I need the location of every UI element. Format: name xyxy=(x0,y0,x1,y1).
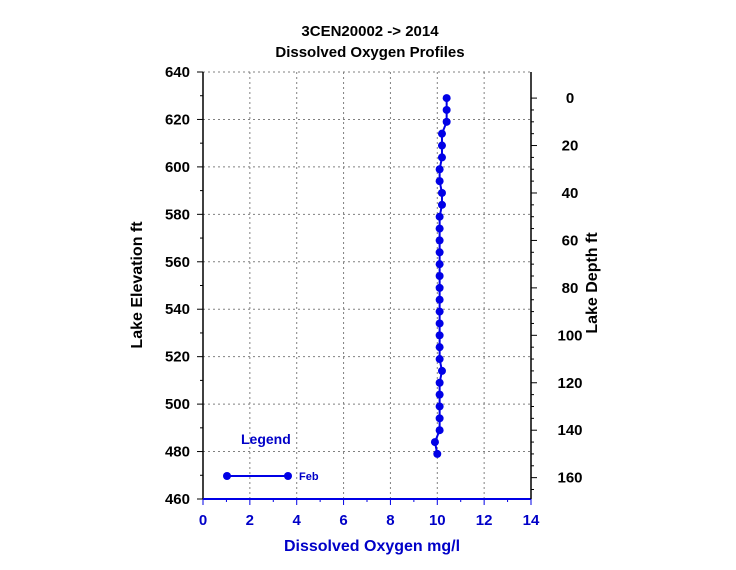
chart-title-line1: 3CEN20002 -> 2014 xyxy=(301,23,439,40)
y-tick-label: 560 xyxy=(165,254,190,271)
y2-axis-ticks: 0 20 40 60 80 100 120 140 160 xyxy=(531,90,583,491)
y2-tick-label: 80 xyxy=(562,280,579,297)
legend-marker-end xyxy=(284,472,292,480)
y2-axis-title: Lake Depth ft xyxy=(584,232,601,334)
y-axis-ticks: 460 480 500 520 540 560 580 600 620 640 xyxy=(165,64,203,508)
x-tick-label: 12 xyxy=(476,512,493,529)
data-point xyxy=(435,272,444,281)
y-tick-label: 480 xyxy=(165,444,190,461)
y2-tick-label: 100 xyxy=(557,327,582,344)
y-tick-label: 600 xyxy=(165,159,190,176)
y-tick-label: 620 xyxy=(165,111,190,128)
data-point xyxy=(433,449,442,458)
data-point xyxy=(437,366,446,375)
data-point xyxy=(437,129,446,138)
data-point xyxy=(435,331,444,340)
y2-tick-label: 0 xyxy=(566,90,574,107)
x-tick-label: 4 xyxy=(293,512,302,529)
y2-tick-label: 40 xyxy=(562,185,579,202)
data-point xyxy=(435,283,444,292)
data-point xyxy=(435,177,444,186)
data-point xyxy=(435,212,444,221)
x-tick-label: 6 xyxy=(339,512,347,529)
y2-tick-label: 160 xyxy=(557,470,582,487)
data-point xyxy=(435,414,444,423)
y2-tick-label: 60 xyxy=(562,232,579,249)
data-point xyxy=(435,260,444,269)
data-point xyxy=(435,236,444,245)
data-point xyxy=(435,224,444,233)
y-tick-label: 500 xyxy=(165,396,190,413)
y-tick-label: 460 xyxy=(165,491,190,508)
data-point xyxy=(435,307,444,316)
data-point xyxy=(437,141,446,150)
data-point xyxy=(435,248,444,257)
x-axis-ticks: 0 2 4 6 8 10 12 14 xyxy=(199,499,540,529)
x-axis-title: Dissolved Oxygen mg/l xyxy=(284,538,460,555)
x-tick-label: 0 xyxy=(199,512,207,529)
y-axis-title: Lake Elevation ft xyxy=(129,221,146,349)
data-point xyxy=(430,438,439,447)
data-point xyxy=(435,165,444,174)
x-tick-label: 2 xyxy=(246,512,254,529)
data-point xyxy=(435,295,444,304)
x-tick-label: 8 xyxy=(386,512,394,529)
legend-label-feb: Feb xyxy=(299,471,319,483)
series-layer xyxy=(430,94,451,458)
chart-title-line2: Dissolved Oxygen Profiles xyxy=(275,44,464,61)
y-tick-label: 540 xyxy=(165,301,190,318)
legend: Legend Feb xyxy=(223,431,319,483)
y-tick-label: 580 xyxy=(165,206,190,223)
data-point xyxy=(435,378,444,387)
y-tick-label: 640 xyxy=(165,64,190,81)
legend-marker-start xyxy=(223,472,231,480)
data-point xyxy=(435,343,444,352)
data-point xyxy=(437,200,446,209)
data-point xyxy=(442,94,451,103)
y2-tick-label: 120 xyxy=(557,375,582,392)
x-tick-label: 10 xyxy=(429,512,446,529)
data-point xyxy=(435,390,444,399)
x-tick-label: 14 xyxy=(523,512,540,529)
data-point xyxy=(435,426,444,435)
data-point xyxy=(442,117,451,126)
data-point xyxy=(437,188,446,197)
y-tick-label: 520 xyxy=(165,349,190,366)
y2-tick-label: 20 xyxy=(562,138,579,155)
data-point xyxy=(442,105,451,114)
data-point xyxy=(435,319,444,328)
legend-title: Legend xyxy=(241,431,291,447)
data-point xyxy=(435,402,444,411)
y2-tick-label: 140 xyxy=(557,422,582,439)
data-point xyxy=(435,355,444,364)
data-point xyxy=(437,153,446,162)
